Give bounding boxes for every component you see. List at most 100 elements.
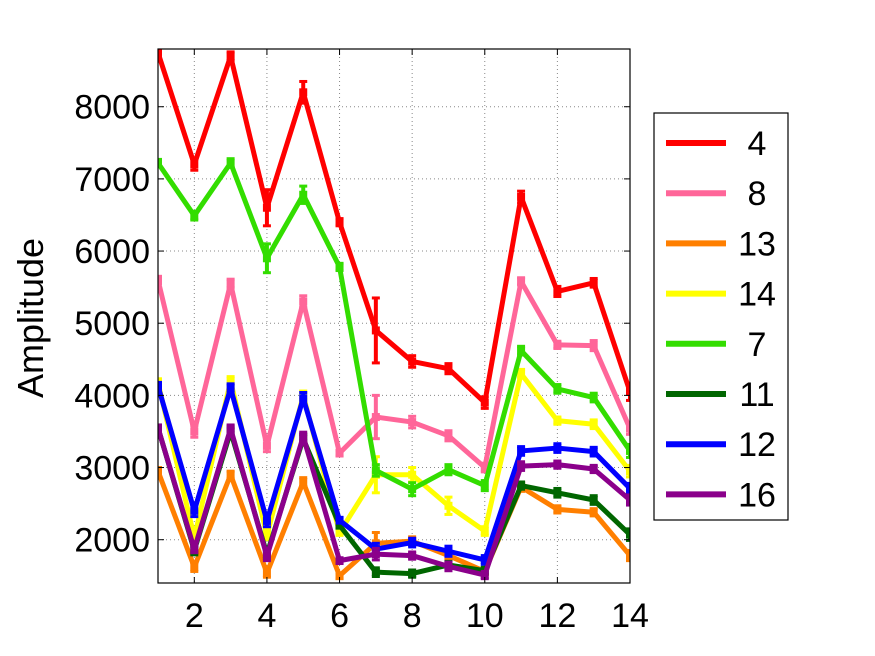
data-point [553,340,562,349]
data-point [226,279,235,288]
series-line [158,426,630,578]
x-tick-label: 8 [403,597,422,635]
data-point [589,447,598,456]
data-point [226,384,235,393]
data-point [335,262,344,271]
data-point [262,254,271,263]
y-tick-label: 4000 [74,377,150,415]
legend: 4 8 13 14 7 11 12 16 [653,112,789,521]
data-point [226,424,235,433]
data-point [158,381,162,390]
data-point [335,449,344,458]
data-point [553,287,562,296]
series-16 [158,423,630,581]
data-point [190,533,199,542]
data-point [158,275,162,284]
data-point [408,418,417,427]
data-point [517,192,526,201]
series-line [158,470,630,579]
data-point [553,488,562,497]
legend-item: 8 [666,175,766,213]
data-point [371,413,380,422]
data-point [226,470,235,479]
data-point [408,569,417,578]
legend-box [653,112,789,521]
data-point [553,505,562,514]
x-tick-label: 2 [185,597,204,635]
data-point [444,465,453,474]
data-point [589,508,598,517]
data-point [626,530,630,539]
data-point [480,571,489,580]
data-point [480,398,489,407]
data-point [371,326,380,335]
data-point [626,446,630,455]
legend-label: 4 [748,125,767,163]
plot-background [158,49,630,583]
data-point [517,369,526,378]
series-line [158,385,630,563]
data-point [589,496,598,505]
data-point [158,423,162,432]
data-point [158,49,162,57]
data-point [299,190,308,199]
data-point [190,563,199,572]
data-point [480,527,489,536]
data-point [589,464,598,473]
data-point [517,481,526,490]
legend-label: 16 [738,476,776,514]
x-tick-label: 10 [466,597,504,635]
data-point [190,545,199,554]
data-point [226,376,235,385]
plot-frame [157,48,631,584]
data-point [626,467,630,476]
legend-label: 12 [738,426,776,464]
data-point [262,203,271,212]
data-point [408,357,417,366]
data-point [589,341,598,350]
data-point [444,547,453,556]
data-point [517,446,526,455]
data-point [262,516,271,525]
legend-label: 7 [748,326,767,364]
legend-label: 13 [738,225,776,263]
legend-label: 11 [739,376,774,414]
y-tick-label: 7000 [74,161,150,199]
data-point [517,346,526,355]
data-point [335,556,344,565]
legend-item: 12 [666,426,776,464]
data-point [444,562,453,571]
data-point [408,485,417,494]
data-point [335,521,344,530]
legend-item: 14 [666,276,776,314]
data-point [262,552,271,561]
data-point [371,550,380,559]
data-point [626,551,630,560]
data-point [444,364,453,373]
data-point [444,501,453,510]
legend-item: 16 [666,476,776,514]
data-point [190,211,199,220]
series-7 [158,157,630,498]
data-point [589,420,598,429]
series-line [158,51,630,406]
series-12 [158,380,630,566]
data-point [299,394,308,403]
y-tick-label: 6000 [74,233,150,271]
data-point [262,531,271,540]
data-point [299,297,308,306]
data-point [190,427,199,436]
data-point [626,387,630,396]
data-point [517,462,526,471]
series-line [158,160,630,492]
data-point [444,431,453,440]
y-tick-label: 2000 [74,522,150,560]
data-point [408,538,417,547]
data-point [553,460,562,469]
data-point [517,277,526,286]
data-point [480,481,489,490]
data-point [589,393,598,402]
data-point [335,218,344,227]
data-point [262,568,271,577]
data-point [226,52,235,61]
